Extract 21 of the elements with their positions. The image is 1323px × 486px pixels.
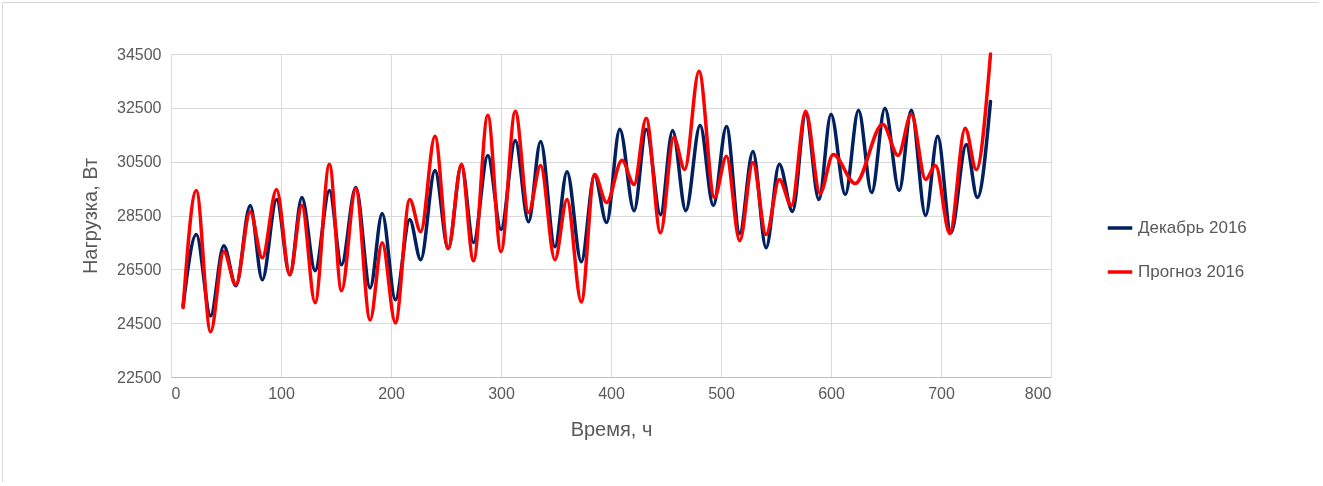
y-tick-label: 26500 — [117, 260, 162, 278]
legend-label: Прогноз 2016 — [1138, 262, 1245, 281]
x-tick-label: 300 — [488, 384, 515, 402]
x-tick-label: 400 — [598, 384, 625, 402]
x-tick-label: 200 — [378, 384, 405, 402]
y-tick-label: 22500 — [117, 368, 162, 386]
y-tick-label: 30500 — [117, 153, 162, 171]
x-tick-label: 700 — [928, 384, 955, 402]
y-tick-label: 34500 — [117, 45, 162, 63]
x-tick-label: 800 — [1024, 384, 1052, 402]
x-tick-label: 100 — [268, 384, 295, 402]
x-tick-label: 600 — [818, 384, 845, 402]
x-tick-label: 500 — [708, 384, 735, 402]
y-tick-label: 28500 — [117, 207, 162, 224]
y-tick-label: 24500 — [117, 314, 162, 332]
legend-label: Декабрь 2016 — [1138, 218, 1247, 237]
x-axis-title: Время, ч — [570, 417, 653, 440]
y-tick-label: 32500 — [117, 99, 162, 117]
line-series — [181, 52, 993, 334]
y-axis-title: Нагрузка, Вт — [79, 157, 102, 275]
x-tick-label: 0 — [171, 384, 181, 402]
